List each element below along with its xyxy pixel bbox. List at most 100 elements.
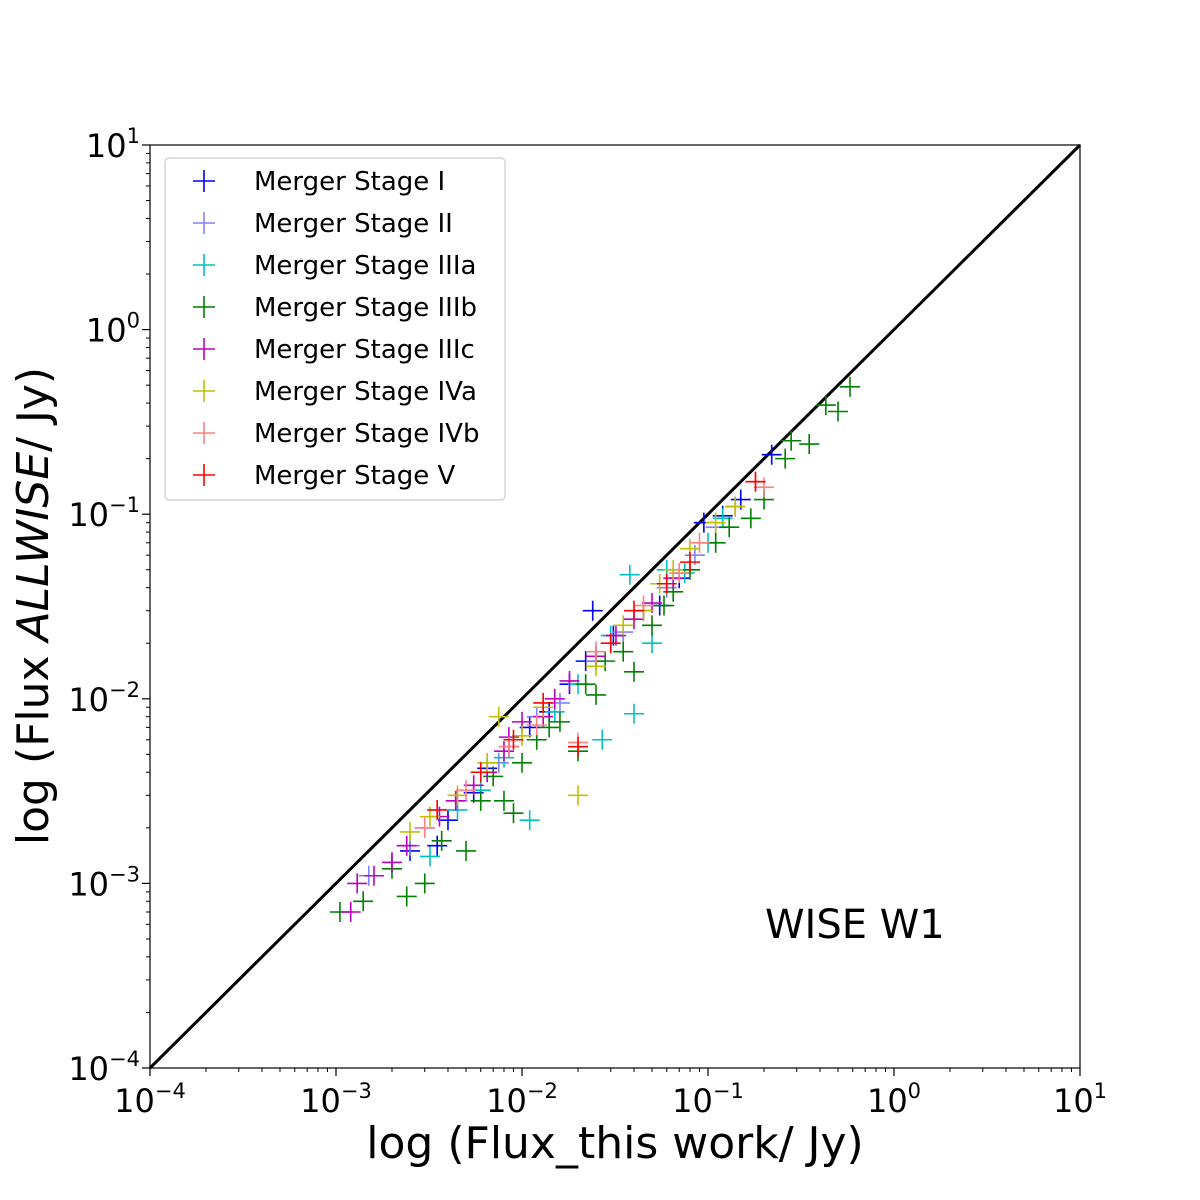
data-point (633, 595, 654, 616)
x-axis-label: log (Flux_this work/ Jy) (366, 1118, 863, 1169)
data-point (613, 615, 634, 636)
data-point (642, 593, 663, 614)
data-point (656, 573, 677, 594)
data-point (815, 395, 836, 416)
data-point (740, 508, 761, 529)
y-tick-label: 101 (86, 124, 140, 165)
legend-label: Merger Stage IIIb (254, 293, 477, 323)
legend-label: Merger Stage IVb (254, 419, 479, 449)
data-point (431, 830, 452, 851)
axis-ticks: 10−410−4 10−3 10−3 10−2 10−2 10−1 10−1 100 100 10… (68, 124, 1107, 1120)
data-point (427, 799, 448, 820)
data-point (719, 517, 740, 538)
data-point (347, 873, 368, 894)
data-point (567, 736, 588, 757)
legend-item: Merger Stage IIIb (193, 293, 477, 323)
data-point (623, 703, 644, 724)
data-point (653, 595, 674, 616)
legend-box (164, 157, 506, 501)
data-point (470, 762, 491, 783)
data-point (539, 717, 560, 738)
legend-marker (193, 212, 215, 234)
y-tick-label: 10−4 (68, 1047, 140, 1088)
legend-item: Merger Stage II (193, 209, 453, 239)
data-point (828, 401, 849, 422)
legend-item: Merger Stage IIIc (193, 335, 475, 365)
data-point (419, 846, 440, 867)
y-tick-label: 100 (86, 309, 140, 350)
data-point (470, 790, 491, 811)
data-point (586, 684, 607, 705)
data-point (353, 891, 374, 912)
data-point (503, 803, 524, 824)
data-point (642, 633, 663, 654)
data-point (582, 600, 603, 621)
y-tick-label: 10−1 (68, 493, 140, 534)
legend-marker (193, 296, 215, 318)
legend-marker (193, 422, 215, 444)
data-point (619, 564, 640, 585)
legend-label: Merger Stage IIIc (254, 335, 475, 365)
data-point (595, 651, 616, 672)
legend-marker (193, 380, 215, 402)
data-point (781, 430, 802, 451)
legend-item: Merger Stage IIIa (193, 251, 476, 281)
data-point (414, 817, 435, 838)
legend: Merger Stage I Merger Stage II Merger Stag… (164, 157, 506, 501)
legend-label: Merger Stage IVa (254, 377, 477, 407)
data-point (549, 711, 570, 732)
legend-marker (193, 464, 215, 486)
data-point (427, 835, 448, 856)
data-point (493, 790, 514, 811)
data-point (488, 706, 509, 727)
legend-label: Merger Stage I (254, 167, 445, 197)
data-point (600, 633, 621, 654)
data-point (456, 780, 477, 801)
x-tick-label: 100 (867, 1079, 921, 1120)
legend-label: Merger Stage V (254, 461, 456, 491)
data-point (396, 835, 417, 856)
data-point (519, 810, 540, 831)
data-point (396, 886, 417, 907)
y-tick-label: 10−2 (68, 678, 140, 719)
annotation-text: WISE W1 (765, 902, 945, 948)
x-tick-label: 10−4 (114, 1079, 186, 1120)
data-point (512, 725, 532, 746)
data-point (799, 434, 820, 455)
data-point (605, 625, 626, 646)
data-point (613, 641, 634, 662)
one-to-one-line (148, 143, 1082, 1070)
legend-item: Merger Stage IVb (193, 419, 479, 449)
data-point (592, 729, 613, 750)
legend-item: Merger Stage I (193, 167, 445, 197)
data-point (414, 873, 435, 894)
data-point (567, 785, 588, 806)
data-point (503, 729, 524, 750)
data-point (456, 840, 477, 861)
x-tick-label: 10−1 (672, 1079, 744, 1120)
x-tick-label: 10−3 (300, 1079, 372, 1120)
data-point (340, 901, 361, 922)
data-point (447, 785, 468, 806)
data-point (381, 852, 402, 873)
data-point (559, 670, 580, 691)
data-point (512, 752, 532, 773)
data-point (400, 821, 421, 842)
data-point (533, 692, 554, 713)
data-point (775, 448, 796, 469)
data-point (642, 615, 663, 636)
legend-marker (193, 338, 215, 360)
data-point (669, 563, 690, 584)
legend-label: Merger Stage II (254, 209, 453, 239)
data-point (761, 444, 782, 465)
data-point (437, 810, 458, 831)
x-tick-label: 10−2 (486, 1079, 558, 1120)
data-point (463, 775, 484, 796)
data-point (745, 471, 766, 492)
data-point (526, 715, 547, 736)
data-point (679, 552, 700, 573)
legend-label: Merger Stage IIIa (254, 251, 476, 281)
data-point (689, 532, 710, 553)
data-point (363, 865, 384, 886)
